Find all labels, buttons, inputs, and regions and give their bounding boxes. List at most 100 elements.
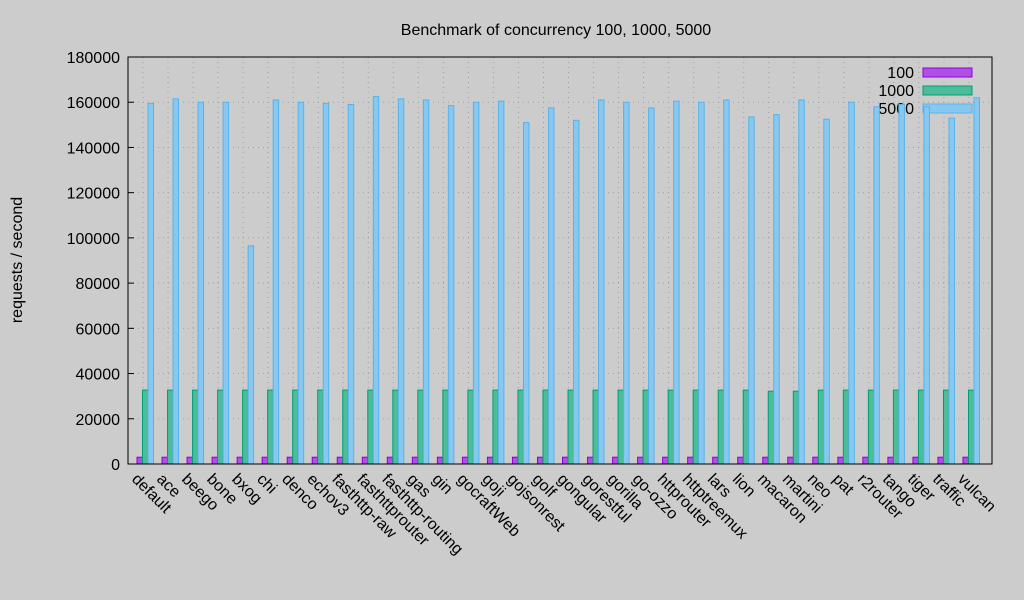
bar-100-bone [211,456,219,465]
bar-1000-lion [742,389,750,465]
bar-5000-r2router [873,106,880,465]
bar-5000-tango [898,103,905,465]
bar-5000-gocraftWeb [472,101,480,465]
bar-100-traffic [937,456,944,465]
bar-1000-fasthttprouter [367,389,374,465]
y-tick-label: 0 [111,457,120,474]
legend-swatch [922,85,973,96]
bar-5000-httptreemux [698,101,705,465]
y-tick-label: 180000 [67,50,120,67]
bar-5000-beego [197,101,205,465]
bar-1000-gas [417,389,424,465]
bar-5000-goji [497,100,505,465]
bar-5000-bone [222,101,230,465]
bar-1000-martini [792,390,800,465]
bar-5000-denco [297,101,305,465]
legend-swatch [922,67,973,78]
y-tick-label: 140000 [67,140,120,157]
bar-100-goji [486,456,494,465]
bar-100-fasthttp-routing [386,456,394,465]
bar-100-lars [712,456,719,465]
y-tick-label: 160000 [67,95,120,112]
bar-1000-gongular [567,389,575,465]
bar-1000-echov3 [317,389,324,465]
bar-1000-macaron [767,390,775,465]
bar-100-fasthttprouter [361,456,369,465]
bar-5000-chi [272,99,280,465]
bar-100-neo [812,456,819,465]
bar-1000-vulcan [967,389,975,465]
bar-1000-httprouter [667,389,675,465]
y-tick-label: 20000 [76,412,121,429]
bar-5000-tiger [923,106,930,465]
bar-100-echov3 [311,456,319,465]
bar-100-gas [411,456,419,465]
bar-1000-gorestful [592,389,600,465]
bar-100-denco [286,456,294,465]
legend-label: 100 [887,65,914,82]
y-tick-label: 60000 [76,321,121,338]
bar-5000-fasthttprouter [372,96,380,465]
bar-100-vulcan [962,456,969,465]
legend-label: 1000 [878,83,914,100]
y-tick-label: 100000 [67,231,120,248]
y-tick-label: 80000 [76,276,121,293]
bar-100-gocraftWeb [461,456,469,465]
bars [136,96,980,465]
bar-100-tiger [912,456,919,465]
bar-1000-neo [817,389,825,465]
bar-100-golf [536,456,544,465]
bar-100-martini [787,456,794,465]
y-ticks: 0 20000 40000 60000 80000 100000 120000 140000 1… [67,50,134,474]
bar-1000-httptreemux [692,389,700,465]
bar-5000-fasthttp-routing [397,98,405,465]
bar-1000-default [142,389,149,465]
bar-1000-r2router [867,389,875,465]
y-tick-label: 40000 [76,367,121,384]
bar-1000-ace [167,389,174,465]
grid [128,56,992,465]
bar-1000-golf [542,389,549,465]
bar-5000-gongular [573,119,580,465]
bar-5000-pat [848,101,855,465]
bar-100-pat [837,456,844,465]
bar-1000-gin [442,389,449,465]
x-tick-labels: defaultacebeegobonebxogchidencoechov3fas… [128,471,999,558]
bar-5000-gin [447,105,455,465]
bar-100-gojsonrest [511,456,519,465]
bar-100-gin [436,456,444,465]
y-axis-label: requests / second [9,197,26,323]
bar-1000-tiger [917,389,925,465]
bar-100-gorestful [587,456,594,465]
bar-1000-tango [892,389,900,465]
bar-5000-gas [422,99,430,465]
bar-1000-bone [217,389,224,465]
bar-100-default [136,456,143,465]
bar-1000-go-ozzo [642,389,650,465]
bar-1000-denco [292,389,299,465]
bar-100-fasthttp-raw [336,456,344,465]
plot-frame [127,56,993,465]
bar-100-bxog [236,456,244,465]
bar-100-go-ozzo [637,456,644,465]
bar-1000-gojsonrest [517,389,524,465]
bar-1000-traffic [942,389,950,465]
bar-5000-gorestful [598,99,605,465]
x-tick-label: pat [829,471,857,499]
bar-1000-chi [267,389,274,465]
legend-swatch [922,103,973,114]
bar-100-ace [161,456,169,465]
bar-5000-ace [172,98,180,465]
bar-1000-lars [717,389,725,465]
bar-5000-bxog [247,245,255,465]
x-tick-label: lion [729,471,759,501]
bar-5000-lion [748,116,755,465]
bar-5000-gorilla [623,101,630,465]
chart-title: Benchmark of concurrency 100, 1000, 5000 [401,22,712,39]
bar-5000-httprouter [673,100,680,465]
bar-5000-default [147,102,154,465]
bar-100-macaron [762,456,769,465]
bar-5000-vulcan [973,97,980,465]
